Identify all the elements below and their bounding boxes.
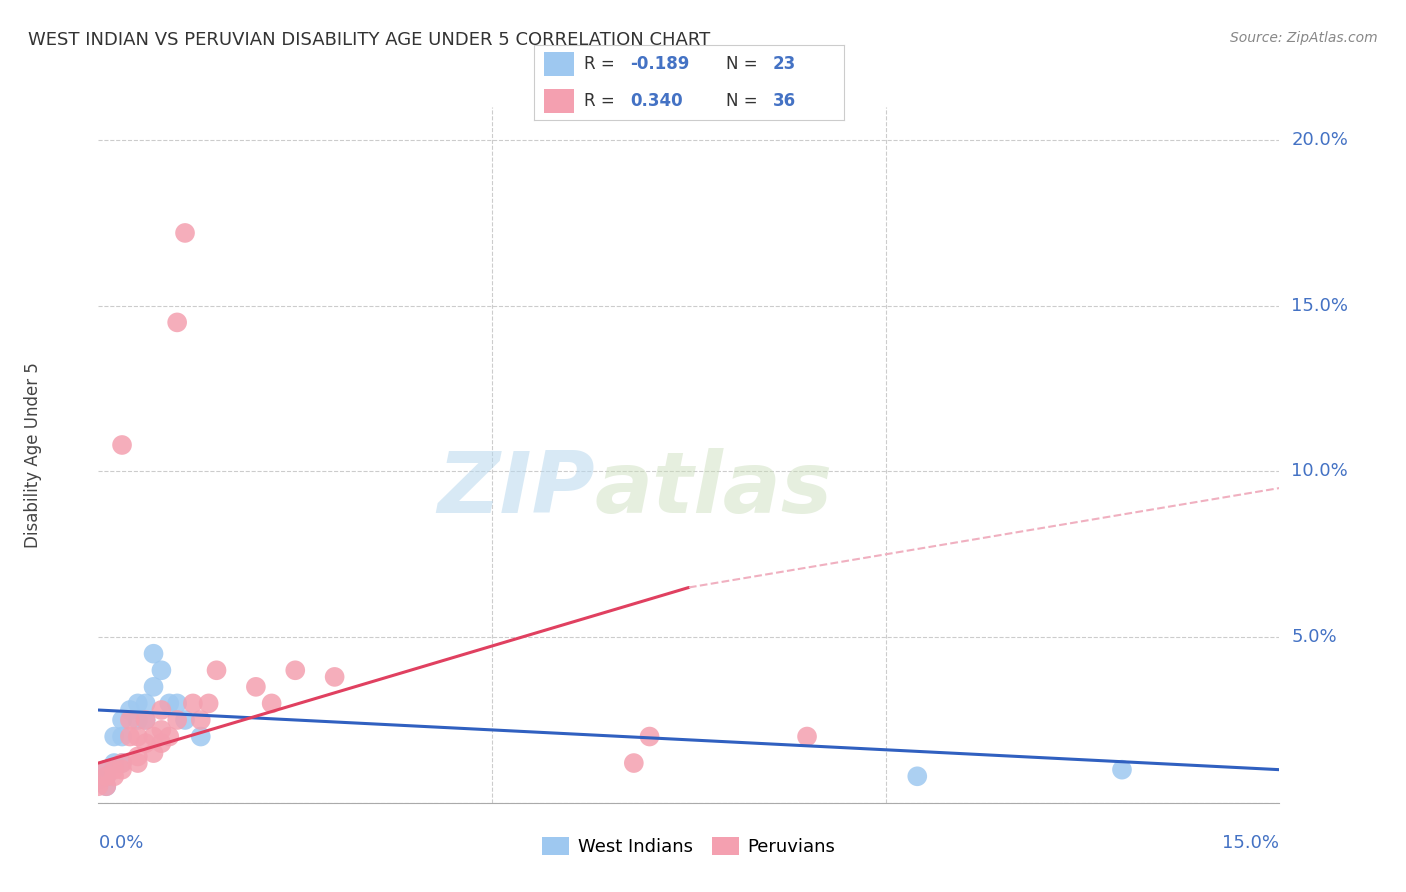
Point [260,697,283,711]
Point [96,763,118,777]
Point [135,697,157,711]
Text: R =: R = [583,55,620,73]
Point [150,703,173,717]
Point [142,680,165,694]
Text: N =: N = [725,92,763,110]
Text: 15.0%: 15.0% [1291,297,1348,315]
Point [103,730,125,744]
Text: 36: 36 [772,92,796,110]
Point [796,730,818,744]
Point [181,697,204,711]
Point [166,315,188,329]
Point [905,769,928,783]
Point [96,779,118,793]
Point [135,713,157,727]
Bar [544,88,575,112]
Point [111,763,134,777]
Point [127,697,149,711]
Point [150,723,173,737]
Point [150,736,173,750]
Text: R =: R = [583,92,620,110]
Point [205,663,228,677]
Point [190,713,212,727]
Point [96,779,118,793]
Text: ZIP: ZIP [437,448,595,532]
Point [111,756,134,770]
Point [111,756,134,770]
Point [111,730,134,744]
Point [103,769,125,783]
Point [96,763,118,777]
Point [135,713,157,727]
Point [174,226,197,240]
Legend: West Indians, Peruvians: West Indians, Peruvians [536,830,842,863]
Point [87,779,110,793]
Text: WEST INDIAN VS PERUVIAN DISABILITY AGE UNDER 5 CORRELATION CHART: WEST INDIAN VS PERUVIAN DISABILITY AGE U… [28,31,710,49]
Point [103,756,125,770]
Text: 0.0%: 0.0% [98,834,143,852]
Text: N =: N = [725,55,763,73]
Point [245,680,267,694]
Bar [544,52,575,77]
Point [127,713,149,727]
Point [166,697,188,711]
Point [111,713,134,727]
Point [127,730,149,744]
Point [142,647,165,661]
Point [150,663,173,677]
Point [638,730,661,744]
Point [96,769,118,783]
Text: 10.0%: 10.0% [1291,462,1348,481]
Point [118,730,141,744]
Point [323,670,346,684]
Point [127,756,149,770]
Text: Disability Age Under 5: Disability Age Under 5 [24,362,42,548]
Point [103,763,125,777]
Text: 0.340: 0.340 [630,92,683,110]
Point [118,713,141,727]
Text: 15.0%: 15.0% [1222,834,1279,852]
Text: 23: 23 [772,55,796,73]
Text: Source: ZipAtlas.com: Source: ZipAtlas.com [1230,31,1378,45]
Text: -0.189: -0.189 [630,55,689,73]
Point [157,730,180,744]
Point [1111,763,1133,777]
Point [197,697,219,711]
Point [284,663,307,677]
Point [135,736,157,750]
Point [111,438,134,452]
Point [87,772,110,787]
Text: 5.0%: 5.0% [1291,628,1337,646]
Point [174,713,197,727]
Point [157,697,180,711]
Point [142,730,165,744]
Point [142,746,165,760]
Point [166,713,188,727]
Point [190,730,212,744]
Point [127,749,149,764]
Text: 20.0%: 20.0% [1291,131,1348,149]
Point [118,703,141,717]
Point [96,769,118,783]
Text: atlas: atlas [595,448,832,532]
Point [623,756,645,770]
